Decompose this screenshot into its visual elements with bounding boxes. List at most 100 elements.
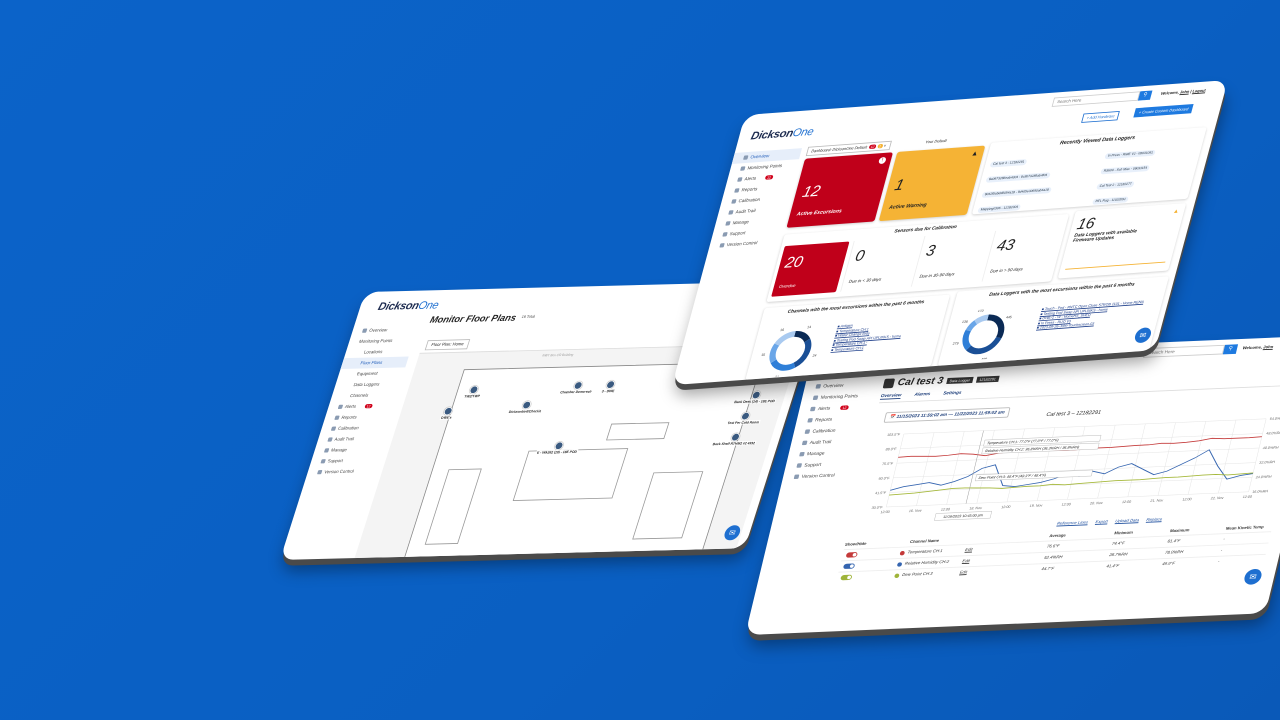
edit-link[interactable]: Edit bbox=[964, 547, 974, 552]
floor-plan-marker[interactable]: E - WA262 (19) - 18E POD bbox=[535, 441, 582, 455]
x-tick: 12:00 bbox=[940, 507, 950, 511]
donut-slice[interactable] bbox=[769, 343, 780, 364]
grid-line bbox=[1218, 420, 1237, 494]
recent-logger-chip[interactable]: 8a0973286eab4304 - 8c9073285ab4f04 bbox=[985, 171, 1051, 183]
sensor-marker-icon bbox=[739, 411, 751, 421]
y-left-tick: 41.5°F bbox=[875, 491, 888, 495]
search-input[interactable]: Search Here bbox=[1051, 91, 1141, 107]
recent-logger-chip[interactable]: RS600 - Sch Misc - 09031154 bbox=[1100, 164, 1151, 175]
calibration-due-card[interactable]: 3 Due in 30-90 days bbox=[910, 231, 992, 287]
warning-icon: ▲ bbox=[1172, 208, 1180, 215]
active-excursions-card[interactable]: 12 Active Excursions ! bbox=[786, 152, 894, 228]
search-icon[interactable]: ⚲ bbox=[1137, 90, 1153, 101]
export-link[interactable]: Export bbox=[1095, 519, 1109, 525]
create-dashboard-button[interactable]: + Create Custom Dashboard bbox=[1133, 103, 1194, 118]
recent-logger-chip[interactable]: Cal test 3 - 12182291 bbox=[989, 158, 1028, 168]
x-tick: 22. Nov bbox=[1210, 496, 1224, 500]
column-header[interactable]: Minimum bbox=[1113, 530, 1134, 536]
cell-min: 41.4°F bbox=[1106, 563, 1120, 569]
column-header[interactable]: Channel Name bbox=[909, 538, 940, 544]
show-hide-toggle[interactable] bbox=[842, 563, 856, 570]
edit-link[interactable]: Edit bbox=[959, 569, 968, 575]
donut-chart: 445 488 279 136 170 bbox=[952, 309, 1012, 362]
chat-button[interactable]: ✉ bbox=[1242, 568, 1264, 585]
y-right-tick: 32.0%RH bbox=[1259, 460, 1276, 464]
upload-data-link[interactable]: Upload Data bbox=[1114, 517, 1140, 524]
sidebar-item-version-control[interactable]: Version Control bbox=[782, 469, 857, 483]
sensor-marker-icon bbox=[751, 390, 763, 400]
donut-slice[interactable] bbox=[974, 314, 989, 325]
active-warning-card[interactable]: 1 Active Warning ▲ bbox=[878, 145, 986, 222]
firmware-panel[interactable]: 16 Data Loggers with available Firmware … bbox=[1057, 203, 1187, 279]
donut-slice[interactable] bbox=[770, 359, 796, 371]
recent-logger-chip[interactable]: Mapping0306 - 12182304 bbox=[977, 203, 1022, 213]
crosshair bbox=[965, 430, 984, 504]
column-header[interactable]: Mean Kinetic Temp bbox=[1225, 524, 1265, 531]
donut-slice[interactable] bbox=[965, 336, 1002, 355]
cell-mkt: - bbox=[1222, 536, 1226, 542]
column-header[interactable]: Maximum bbox=[1169, 527, 1191, 533]
column-header[interactable]: Show/Hide bbox=[844, 541, 867, 547]
grid-line bbox=[1248, 418, 1267, 492]
logout-link[interactable]: Logout bbox=[1192, 88, 1207, 94]
show-hide-toggle[interactable] bbox=[845, 552, 858, 558]
your-default-label: Your Default bbox=[924, 138, 948, 145]
floor-plan-marker[interactable]: Chamber Demo-ezlr bbox=[558, 381, 596, 395]
floor-plan-marker[interactable]: Dicksonbird/Checkit bbox=[507, 400, 545, 414]
slice-label: 445 bbox=[1005, 315, 1012, 319]
recent-logger-chip[interactable]: RFL Rog - 11032091 bbox=[1092, 195, 1130, 205]
donut-slice[interactable] bbox=[793, 338, 812, 368]
donut-slice[interactable] bbox=[793, 331, 811, 343]
floor-plan-select[interactable]: Floor Plan: Home bbox=[424, 339, 471, 351]
sensor-marker-icon bbox=[604, 380, 616, 389]
donut-slice[interactable] bbox=[982, 314, 1005, 339]
welcome-text: Welcome, John | Logout bbox=[1160, 88, 1207, 96]
recent-logger-chip[interactable]: 8042f5a5dd8054a18 - 9d4d5e30690ab4a18 bbox=[981, 186, 1053, 198]
tab-settings[interactable]: Settings bbox=[942, 390, 963, 397]
search-input[interactable]: Search Here bbox=[1142, 344, 1226, 358]
y-right-tick: 64.0%RH bbox=[1269, 416, 1280, 420]
recently-viewed-panel: Recently Viewed Data Loggers Cal test 3 … bbox=[971, 127, 1207, 228]
edit-link[interactable]: Edit bbox=[961, 558, 971, 564]
replace-link[interactable]: Replace bbox=[1145, 516, 1163, 522]
recent-logger-chip[interactable]: In Press - RNIE V2 - 08031091 bbox=[1104, 149, 1157, 159]
donut-slice[interactable] bbox=[962, 329, 974, 351]
sidebar-item-version-control[interactable]: Version Control bbox=[306, 465, 374, 478]
overdue-card[interactable]: 20 Overdue bbox=[771, 241, 850, 297]
floor-plan-marker[interactable]: Test Per Cold Room bbox=[726, 411, 763, 425]
slice-label: 16 bbox=[780, 328, 785, 332]
donut-slice[interactable] bbox=[965, 320, 978, 332]
calibration-due-card[interactable]: 43 Due in > 90 days bbox=[981, 226, 1063, 282]
floor-plan-marker[interactable]: Back Desk (14) - 18E POD bbox=[732, 390, 779, 404]
donut-slice[interactable] bbox=[774, 331, 796, 346]
x-tick: 16. Nov bbox=[908, 509, 922, 513]
reference-lines-link[interactable]: Reference Lines bbox=[1056, 520, 1089, 526]
grid-line bbox=[946, 431, 965, 505]
add-hardware-button[interactable]: + Add Hardware bbox=[1081, 110, 1121, 123]
tab-alarms[interactable]: Alarms bbox=[913, 391, 931, 398]
date-range-picker[interactable]: 📅 11/15/2023 11:59:02 am — 11/22/2023 11… bbox=[883, 407, 1011, 423]
calibration-due-card[interactable]: 0 Due in < 30 days bbox=[840, 236, 922, 292]
channel-name: Temperature CH:1 bbox=[907, 548, 944, 555]
cell-avg: 44.7°F bbox=[1041, 566, 1055, 572]
x-tick: 12:00 bbox=[1061, 502, 1071, 506]
column-header[interactable]: Average bbox=[1048, 532, 1067, 539]
tooltip: Dew Point CH:3: 48.4°F (48.3°F / 48.4°F) bbox=[974, 469, 1093, 482]
recent-logger-chip[interactable]: Cal Test 2 - 12182277 bbox=[1096, 180, 1136, 190]
warning-icon: ▲ bbox=[970, 149, 980, 158]
x-tick: 19. Nov bbox=[1029, 504, 1043, 508]
tab-overview[interactable]: Overview bbox=[879, 392, 903, 400]
serial-badge: 12182291 bbox=[975, 375, 1000, 383]
slice-label: 24 bbox=[812, 354, 817, 358]
total-count: 16 Total bbox=[521, 314, 536, 319]
logger-header: Cal test 3 Data Logger 12182291 bbox=[882, 373, 1000, 389]
x-tick: 20. Nov bbox=[1090, 501, 1104, 505]
cell-max: 49.9°F bbox=[1161, 561, 1176, 566]
chart-actions: Reference Lines Export Upload Data Repla… bbox=[1057, 517, 1163, 526]
channel-table: Show/Hide Channel Name Average Minimum Maxim… bbox=[835, 523, 1274, 584]
slice-label: 15 bbox=[761, 353, 766, 357]
tooltip: Relative Humidity CH:2: 36.8%RH (36.3%RH… bbox=[981, 442, 1100, 455]
floor-plan-marker[interactable]: Back Shelf RTHM2 #2 4332 bbox=[711, 432, 759, 447]
show-hide-toggle[interactable] bbox=[840, 574, 853, 581]
search-icon[interactable]: ⚲ bbox=[1222, 344, 1239, 355]
